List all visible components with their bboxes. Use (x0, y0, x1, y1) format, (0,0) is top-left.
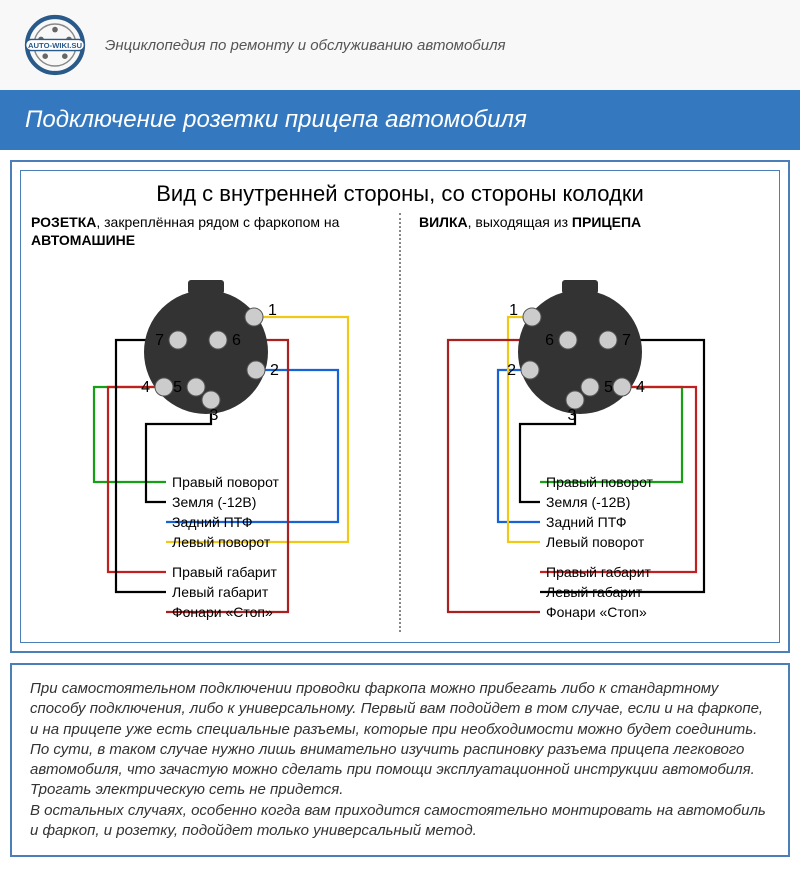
vertical-separator (399, 213, 401, 632)
svg-text:5: 5 (604, 379, 613, 396)
header-subtitle: Энциклопедия по ремонту и обслуживанию а… (105, 37, 506, 54)
logo-text: AUTO-WIKI.SU (28, 41, 83, 50)
note-paragraph-1: При самостоятельном подключении проводки… (30, 679, 770, 801)
diagram-heading: Вид с внутренней стороны, со стороны кол… (31, 181, 769, 207)
svg-text:1: 1 (509, 302, 518, 319)
diagram-frame: Вид с внутренней стороны, со стороны кол… (10, 160, 790, 653)
wire-label-pin-6: Фонари «Стоп» (172, 604, 273, 620)
socket-label: РОЗЕТКА, закреплённая рядом с фаркопом н… (31, 213, 395, 253)
wire-label-pin-1: Левый поворот (172, 534, 271, 550)
page-title: Подключение розетки прицепа автомобиля (0, 90, 800, 150)
svg-text:4: 4 (636, 379, 645, 396)
svg-text:5: 5 (173, 379, 182, 396)
wire-label-pin-3: Земля (-12В) (172, 494, 256, 510)
svg-text:4: 4 (141, 379, 150, 396)
plug-side: ВИЛКА, выходящая из ПРИЦЕПА 1 2 3 4 5 6 7 Правы… (405, 213, 769, 632)
svg-text:1: 1 (268, 302, 277, 319)
wire-label-pin-4: Правый поворот (546, 474, 654, 490)
socket-side: РОЗЕТКА, закреплённая рядом с фаркопом н… (31, 213, 395, 632)
note-box: При самостоятельном подключении проводки… (10, 663, 790, 857)
wire-label-pin-7: Левый габарит (546, 584, 643, 600)
wire-label-pin-7: Левый габарит (172, 584, 269, 600)
diagram: Вид с внутренней стороны, со стороны кол… (20, 170, 780, 643)
wire-label-pin-3: Земля (-12В) (546, 494, 630, 510)
svg-text:2: 2 (507, 362, 516, 379)
wire-label-pin-5: Правый габарит (546, 564, 652, 580)
plug-diagram: 1 2 3 4 5 6 7 Правый поворот Земля (-12В) Задний … (405, 257, 765, 632)
wire-label-pin-1: Левый поворот (546, 534, 645, 550)
svg-text:3: 3 (568, 407, 577, 424)
wire-label-pin-2: Задний ПТФ (546, 514, 626, 530)
wire-pin-4 (94, 387, 166, 482)
svg-text:6: 6 (232, 332, 241, 349)
svg-text:2: 2 (270, 362, 279, 379)
socket-diagram: 1 2 3 4 5 6 7 Правый поворот Земля (-12В) Задний … (31, 257, 391, 632)
wire-label-pin-2: Задний ПТФ (172, 514, 252, 530)
wire-label-pin-4: Правый поворот (172, 474, 280, 490)
site-header: AUTO-WIKI.SU Энциклопедия по ремонту и о… (0, 0, 800, 90)
svg-text:7: 7 (622, 332, 631, 349)
wire-label-pin-5: Правый габарит (172, 564, 278, 580)
svg-text:6: 6 (545, 332, 554, 349)
plug-label: ВИЛКА, выходящая из ПРИЦЕПА (405, 213, 769, 253)
svg-text:7: 7 (155, 332, 164, 349)
logo-icon: AUTO-WIKI.SU (20, 10, 90, 80)
wire-label-pin-6: Фонари «Стоп» (546, 604, 647, 620)
note-paragraph-2: В остальных случаях, особенно когда вам … (30, 801, 770, 842)
svg-text:3: 3 (210, 407, 219, 424)
